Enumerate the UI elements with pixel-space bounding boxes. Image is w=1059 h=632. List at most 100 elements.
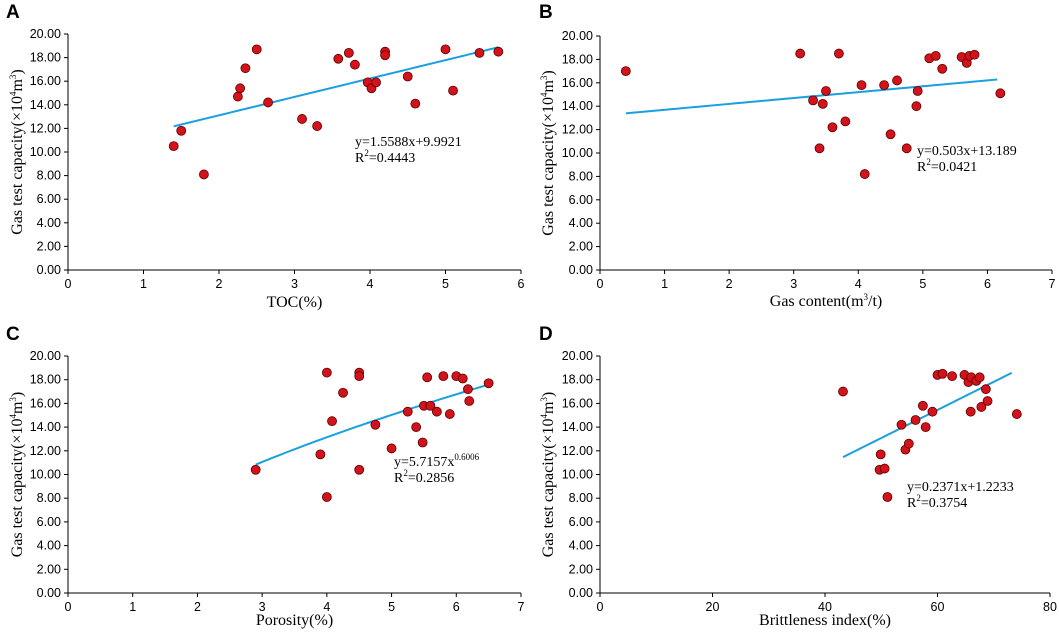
- data-point: [198, 169, 209, 180]
- y-tick-label: 14.00: [30, 420, 61, 434]
- x-tick-label: 1: [129, 600, 136, 614]
- x-tick-label: 3: [790, 277, 797, 291]
- panel-c: C 0.00 2.00 4.00 6.00 8.00 10.00 12.00 14.00 16.0…: [6, 324, 525, 629]
- y-tick-label: 18.00: [562, 52, 593, 66]
- data-point: [410, 98, 421, 109]
- y-axis-label: Gas test capacity(×104m3): [539, 392, 557, 558]
- data-point: [927, 406, 938, 417]
- data-point: [371, 77, 381, 88]
- x-tick-label: 4: [367, 277, 374, 291]
- x-tick-label: 4: [323, 600, 330, 614]
- data-point: [448, 85, 458, 96]
- y-tick-label: 0.00: [569, 586, 593, 600]
- data-point: [349, 59, 360, 70]
- x-axis-label: Brittleness index(%): [759, 612, 891, 629]
- y-axis-label: Gas test capacity(×104m3): [8, 69, 26, 235]
- data-point: [312, 121, 323, 131]
- x-tick-label: 5: [388, 600, 395, 614]
- x-tick-label: 2: [216, 277, 223, 291]
- data-point: [817, 98, 828, 109]
- x-tick-label: 6: [984, 277, 991, 291]
- data-point: [896, 419, 907, 430]
- y-tick-label: 4.00: [37, 539, 61, 553]
- data-point: [937, 63, 948, 74]
- panel-letter: A: [6, 2, 20, 23]
- y-tick-label: 16.00: [30, 396, 61, 410]
- regression-equation: y=1.5588x+9.9921: [355, 135, 462, 150]
- y-tick-label: 2.00: [37, 239, 61, 253]
- data-point: [808, 95, 818, 106]
- data-point: [438, 371, 449, 382]
- regression-equation: y=0.503x+13.189: [917, 144, 1017, 159]
- x-tick-label: 3: [259, 600, 266, 614]
- data-point: [976, 402, 987, 412]
- data-point: [974, 372, 985, 383]
- data-point: [250, 464, 261, 475]
- data-point: [980, 384, 991, 395]
- data-point: [235, 83, 246, 94]
- x-tick-label: 5: [919, 277, 926, 291]
- x-tick-label: 5: [442, 277, 449, 291]
- r-squared: R2=0.2856: [394, 468, 454, 486]
- y-tick-label: 4.00: [569, 539, 593, 553]
- x-tick-label: 4: [855, 277, 862, 291]
- data-point: [965, 406, 976, 417]
- y-tick-label: 0.00: [569, 263, 593, 277]
- panel-letter: B: [539, 2, 553, 23]
- data-point: [912, 86, 923, 96]
- x-tick-label: 40: [818, 600, 832, 614]
- data-point: [321, 492, 332, 502]
- data-point: [297, 114, 307, 124]
- data-point: [885, 129, 896, 140]
- y-tick-label: 12.00: [30, 444, 61, 458]
- trend-line: [173, 46, 499, 128]
- y-tick-label: 14.00: [30, 98, 61, 112]
- data-point: [474, 47, 485, 58]
- y-tick-label: 16.00: [562, 396, 593, 410]
- data-point: [483, 378, 494, 389]
- y-tick-label: 10.00: [562, 468, 593, 482]
- y-tick-label: 16.00: [30, 74, 61, 88]
- y-tick-label: 2.00: [569, 562, 593, 576]
- y-axis-label: Gas test capacity(×104m3): [539, 70, 557, 236]
- data-point: [386, 443, 397, 454]
- y-tick-label: 10.00: [562, 146, 593, 160]
- y-tick-label: 6.00: [37, 515, 61, 529]
- x-axis-label: Gas content(m3/t): [770, 292, 882, 310]
- r-squared: R2=0.3754: [907, 493, 967, 511]
- data-point: [982, 396, 993, 406]
- data-point: [917, 400, 928, 411]
- data-point: [834, 48, 844, 59]
- x-tick-label: 6: [453, 600, 460, 614]
- data-point: [827, 122, 838, 133]
- data-point: [879, 80, 890, 91]
- x-tick-label: 3: [291, 277, 298, 291]
- data-point: [859, 169, 870, 179]
- data-point: [937, 368, 948, 379]
- data-point: [321, 367, 332, 378]
- y-tick-label: 20.00: [562, 29, 593, 43]
- x-tick-label: 2: [194, 600, 201, 614]
- data-point: [380, 50, 391, 61]
- data-point: [911, 101, 922, 112]
- y-tick-label: 4.00: [569, 216, 593, 230]
- panel-d: D 0.00 2.00 4.00 6.00 8.00 10.00 12.00 14.00 16.0…: [539, 324, 1057, 629]
- y-tick-label: 14.00: [562, 99, 593, 113]
- x-tick-label: 0: [597, 277, 604, 291]
- data-point: [417, 437, 428, 448]
- y-tick-label: 18.00: [30, 373, 61, 387]
- data-point: [232, 91, 243, 102]
- data-point: [440, 44, 451, 55]
- y-tick-label: 2.00: [569, 240, 593, 254]
- data-point: [875, 449, 886, 460]
- panel-a: A 0.00 2.00 4.00 6.00 8.00 10.00 12.00 14.00 16.0…: [6, 2, 525, 311]
- data-point: [892, 75, 902, 86]
- data-point: [457, 373, 468, 384]
- x-tick-label: 1: [661, 277, 668, 291]
- data-point: [444, 409, 455, 419]
- data-point: [354, 371, 365, 382]
- data-point: [333, 53, 344, 64]
- x-axis-label: TOC(%): [267, 294, 323, 311]
- panel-b: B 0.00 2.00 4.00 6.00 8.00 10.00 12.00 14.00 16.0…: [539, 2, 1056, 310]
- data-point: [338, 387, 348, 398]
